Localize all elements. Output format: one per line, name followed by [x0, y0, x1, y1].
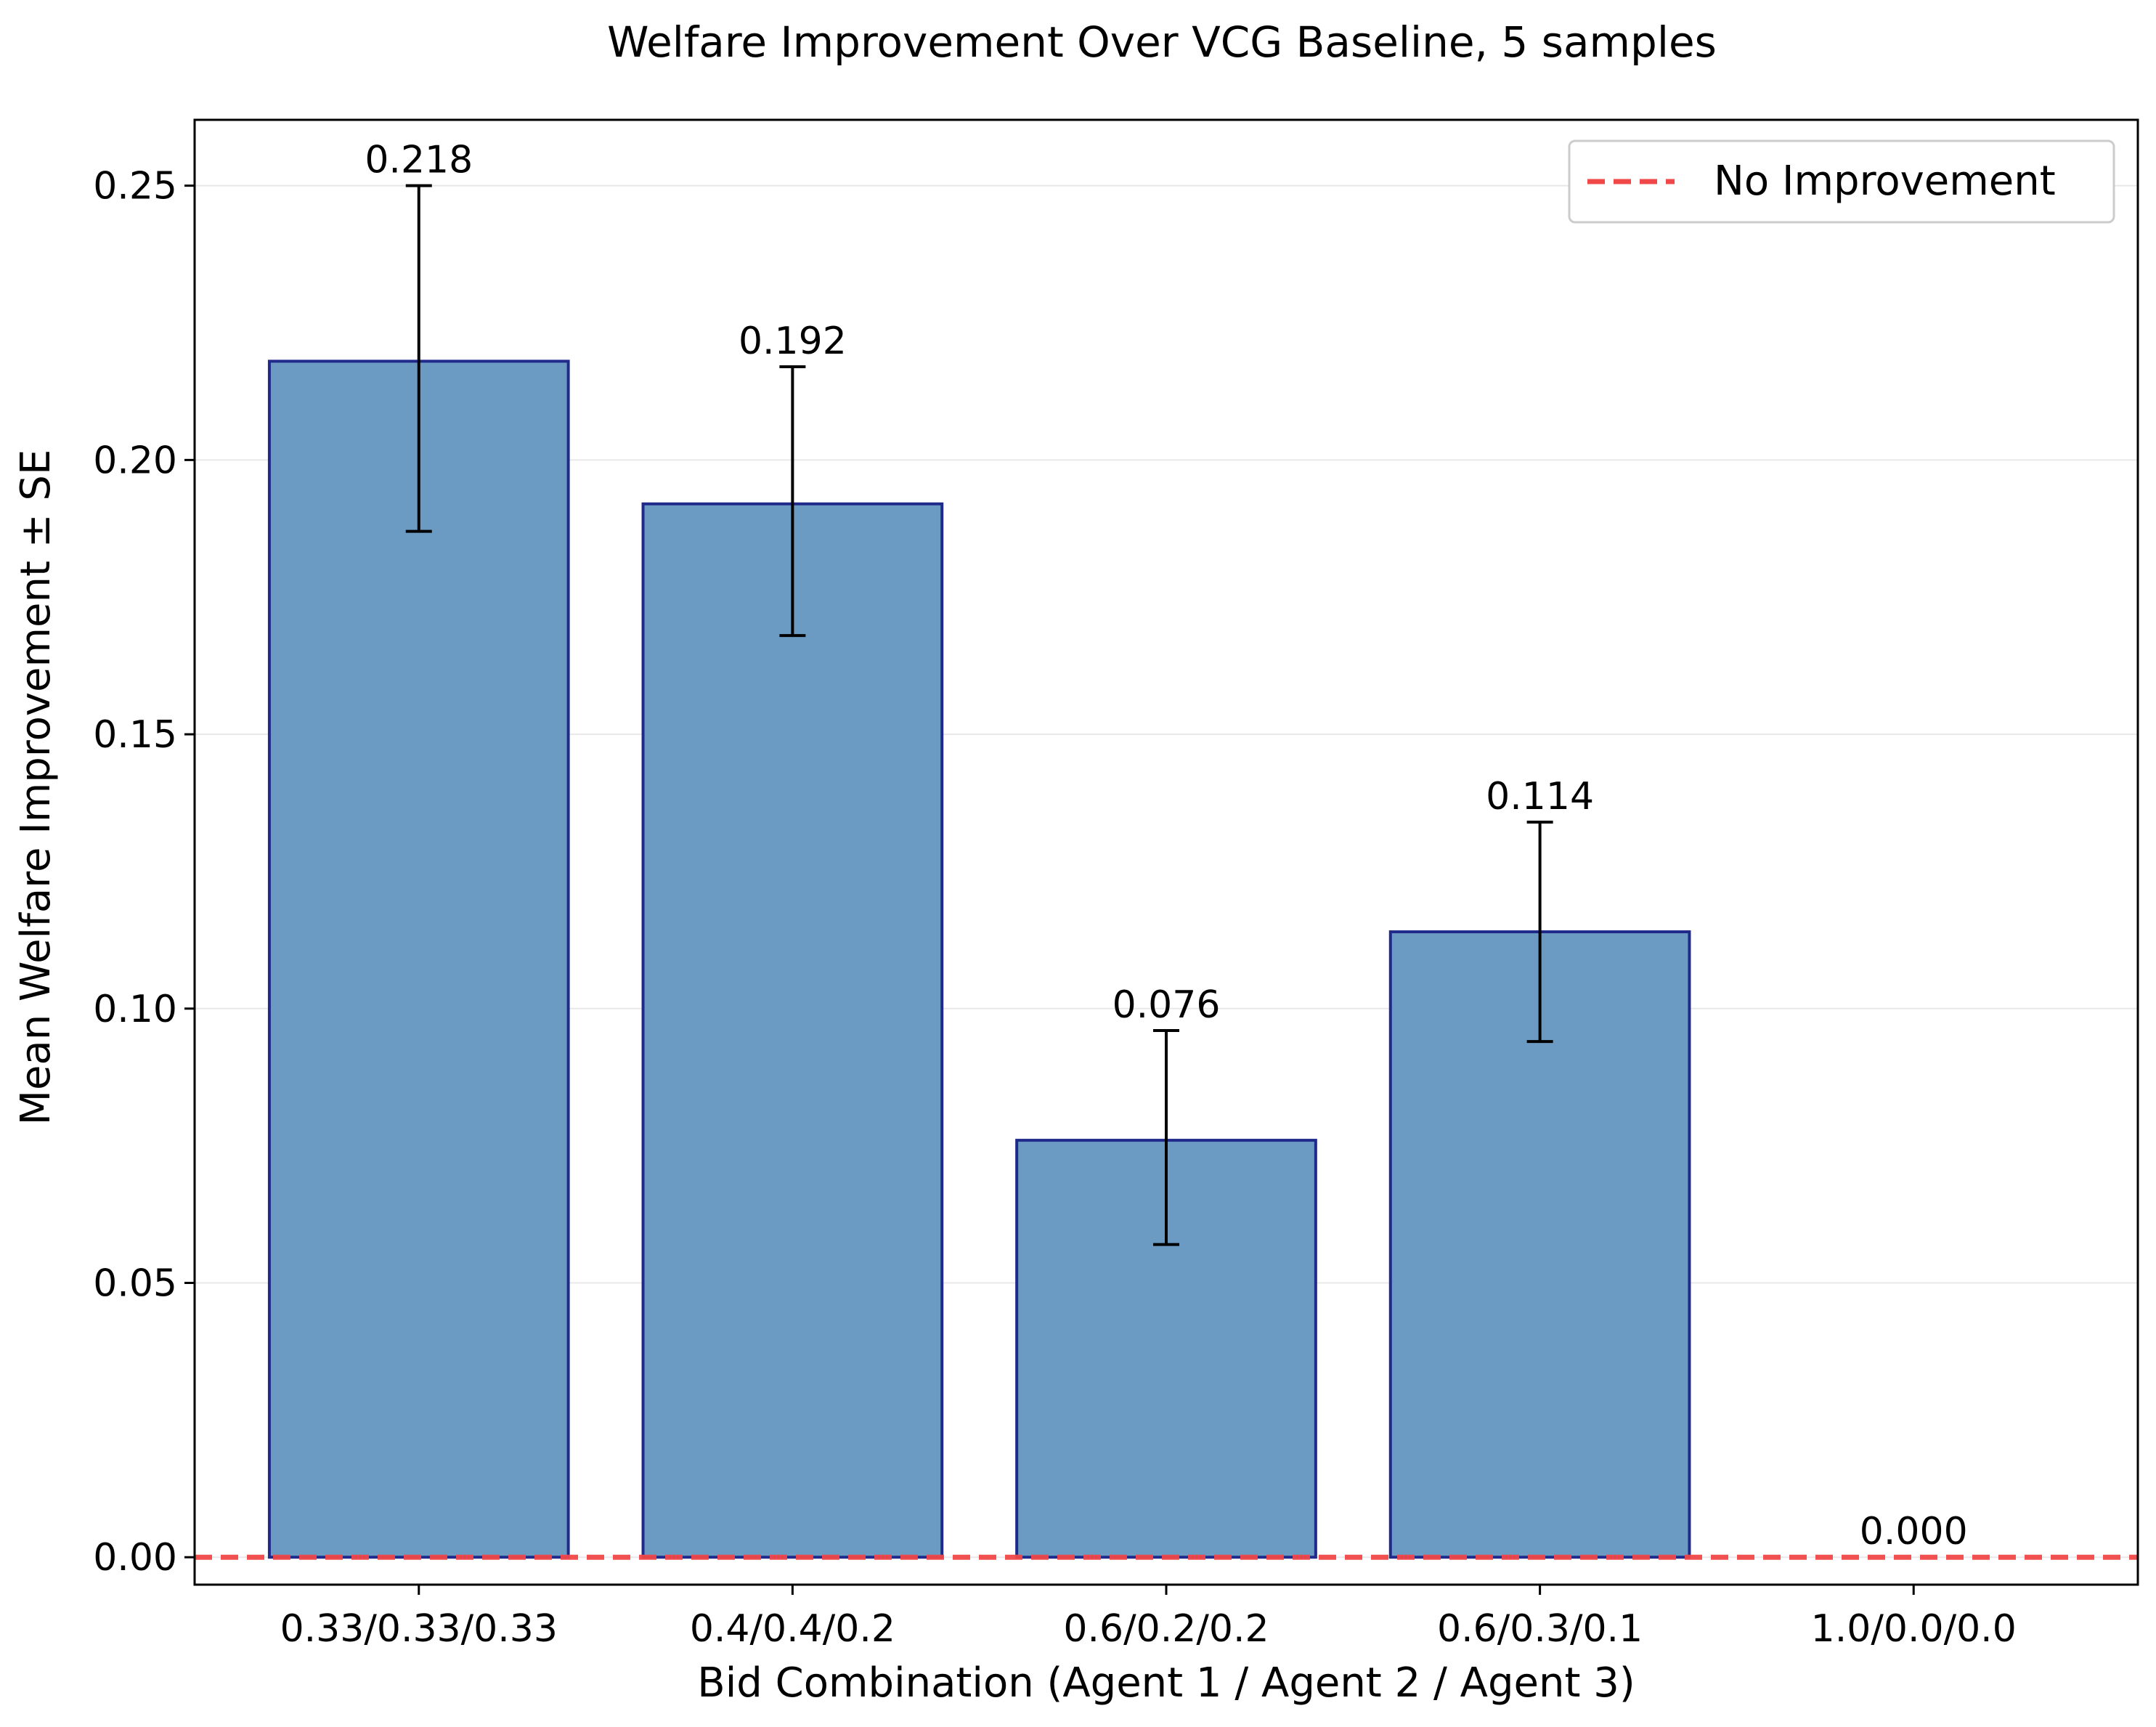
x-tick-label: 0.6/0.2/0.2	[1063, 1607, 1269, 1651]
data-label: 0.192	[739, 320, 847, 363]
x-axis-ticks: 0.33/0.33/0.33 0.4/0.4/0.2 0.6/0.2/0.2 0.6/…	[280, 1585, 2017, 1651]
x-axis-label: Bid Combination (Agent 1 / Agent 2 / Age…	[697, 1659, 1635, 1707]
bar	[641, 502, 944, 1559]
y-tick-label: 0.15	[93, 713, 177, 757]
y-axis-ticks: 0.00 0.05 0.10 0.15 0.20 0.25	[93, 165, 195, 1580]
y-tick-label: 0.10	[93, 988, 177, 1031]
x-tick-label: 0.33/0.33/0.33	[280, 1607, 558, 1651]
y-tick-label: 0.05	[93, 1262, 177, 1306]
x-tick-label: 0.4/0.4/0.2	[690, 1607, 895, 1651]
x-tick-label: 1.0/0.0/0.0	[1811, 1607, 2017, 1651]
chart-title: Welfare Improvement Over VCG Baseline, 5…	[607, 17, 1717, 67]
legend: No Improvement	[1568, 139, 2115, 224]
bar	[267, 359, 570, 1559]
y-tick-label: 0.00	[93, 1536, 177, 1580]
data-label: 0.076	[1112, 983, 1221, 1027]
data-label: 0.000	[1860, 1510, 1968, 1553]
error-bars	[405, 184, 1553, 1246]
legend-label: No Improvement	[1714, 158, 2056, 205]
x-tick-label: 0.6/0.3/0.1	[1437, 1607, 1643, 1651]
data-label: 0.114	[1486, 775, 1594, 818]
y-axis-label: Mean Welfare Improvement ± SE	[12, 450, 60, 1126]
y-tick-label: 0.25	[93, 165, 177, 208]
data-label: 0.218	[365, 139, 473, 182]
y-tick-label: 0.20	[93, 439, 177, 482]
data-labels: 0.218 0.192 0.076 0.114 0.000	[365, 139, 1967, 1554]
legend-box	[1568, 139, 2115, 224]
